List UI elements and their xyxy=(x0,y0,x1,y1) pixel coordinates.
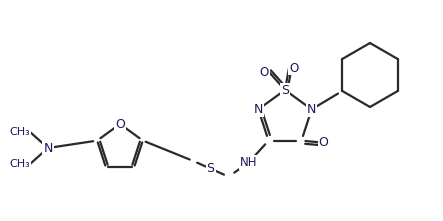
Text: CH₃: CH₃ xyxy=(9,159,30,169)
Text: S: S xyxy=(281,84,289,97)
Text: N: N xyxy=(254,103,263,116)
Text: CH₃: CH₃ xyxy=(9,127,30,137)
Text: N: N xyxy=(307,103,316,116)
Text: O: O xyxy=(289,61,298,74)
Text: O: O xyxy=(115,118,125,130)
Text: N: N xyxy=(43,141,53,154)
Text: O: O xyxy=(260,65,269,78)
Text: S: S xyxy=(206,162,214,175)
Text: NH: NH xyxy=(240,156,257,169)
Text: O: O xyxy=(319,136,328,149)
